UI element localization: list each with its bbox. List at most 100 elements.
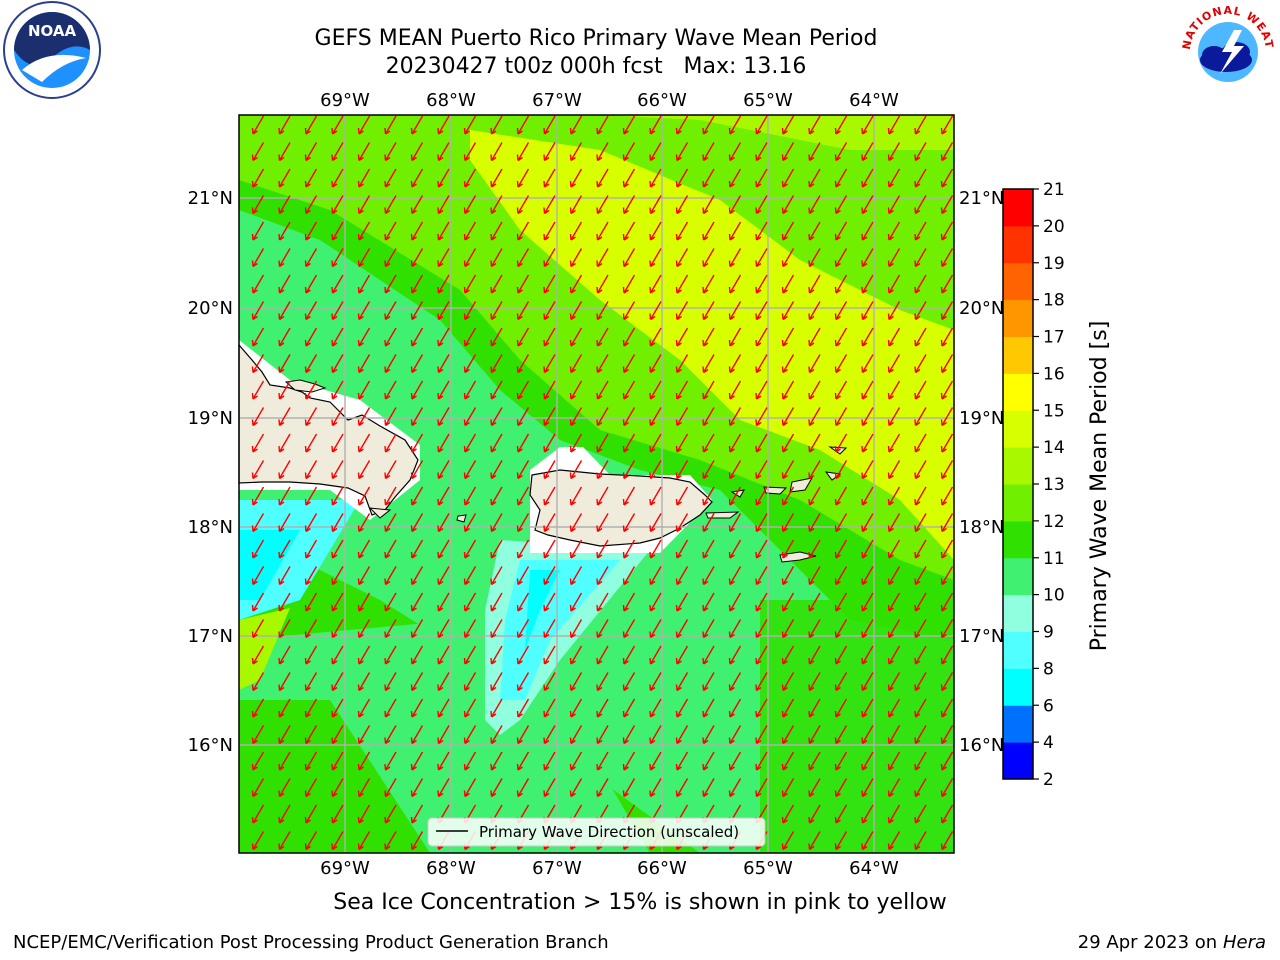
wave-arrow-icon <box>887 804 901 824</box>
wave-arrow-icon <box>596 221 609 241</box>
colorbar-tick-label: 16 <box>1043 364 1065 384</box>
colorbar-segment <box>1003 336 1033 374</box>
wave-arrow-icon <box>569 486 583 506</box>
wave-arrow-icon <box>569 327 583 347</box>
colorbar-segment <box>1003 557 1033 596</box>
wave-arrow-icon <box>516 672 530 692</box>
wave-arrow-icon <box>728 672 742 692</box>
wave-arrow-icon <box>781 433 795 453</box>
colorbar: 2 4 6 8 9 10 11 12 13 14 15 16 17 18 19 20 21 <box>1002 180 1065 790</box>
wave-arrow-icon <box>887 380 901 400</box>
wave-arrow-icon <box>887 433 901 453</box>
wave-arrow-icon <box>543 248 556 268</box>
wave-arrow-icon <box>569 698 583 718</box>
wave-arrow-icon <box>702 168 715 188</box>
wave-arrow-icon <box>384 804 397 824</box>
wave-arrow-icon <box>781 380 795 400</box>
wave-arrow-icon <box>622 301 636 321</box>
colorbar-tick-label: 6 <box>1043 696 1054 716</box>
wave-arrow-icon <box>781 751 795 771</box>
wave-arrow-icon <box>649 168 662 188</box>
wave-arrow-icon <box>649 248 662 268</box>
wave-arrow-icon <box>861 407 874 427</box>
wave-arrow-icon <box>887 327 901 347</box>
wave-arrow-icon <box>702 619 715 639</box>
wave-arrow-icon <box>834 698 848 718</box>
wave-arrow-icon <box>278 168 291 188</box>
wave-direction-arrows <box>251 115 954 851</box>
wave-arrow-icon <box>596 778 609 798</box>
wave-arrow-icon <box>755 592 768 612</box>
wave-arrow-icon <box>543 751 556 771</box>
lat-label-right: 19°N <box>959 408 1004 429</box>
wave-arrow-icon <box>437 619 450 639</box>
wave-arrow-icon <box>331 672 344 692</box>
wave-arrow-icon <box>781 725 795 745</box>
wave-arrow-icon <box>304 751 318 771</box>
wave-arrow-icon <box>490 778 503 798</box>
wave-arrow-icon <box>490 645 503 665</box>
wave-arrow-icon <box>834 195 848 215</box>
wave-arrow-icon <box>781 566 795 586</box>
wave-arrow-icon <box>490 725 503 745</box>
wave-arrow-icon <box>490 354 503 374</box>
wave-arrow-icon <box>357 804 371 824</box>
wave-arrow-icon <box>781 142 795 162</box>
wave-arrow-icon <box>675 751 689 771</box>
wave-arrow-icon <box>463 778 477 798</box>
map-frame <box>238 114 955 854</box>
wave-arrow-icon <box>490 751 503 771</box>
wave-arrow-icon <box>357 486 371 506</box>
wave-arrow-icon <box>516 115 530 135</box>
wave-arrow-icon <box>596 645 609 665</box>
credit-date-text: 29 Apr 2023 on <box>1077 932 1223 953</box>
wave-arrow-icon <box>834 327 848 347</box>
wave-arrow-icon <box>887 301 901 321</box>
wave-arrow-icon <box>278 539 291 559</box>
wave-arrow-icon <box>728 539 742 559</box>
sea-ice-footnote: Sea Ice Concentration > 15% is shown in … <box>333 890 947 915</box>
wave-arrow-icon <box>834 831 848 851</box>
wave-arrow-icon <box>357 778 371 798</box>
wave-arrow-icon <box>569 672 583 692</box>
wave-arrow-icon <box>278 698 291 718</box>
colorbar-tick-label: 12 <box>1043 512 1065 532</box>
wave-arrow-icon <box>834 354 848 374</box>
wave-arrow-icon <box>569 460 583 480</box>
wave-arrow-icon <box>808 698 821 718</box>
wave-arrow-icon <box>914 301 927 321</box>
wave-arrow-icon <box>463 513 477 533</box>
wave-arrow-icon <box>543 645 556 665</box>
wave-arrow-icon <box>304 672 318 692</box>
wave-arrow-icon <box>596 433 609 453</box>
wave-arrow-icon <box>887 407 901 427</box>
wave-arrow-icon <box>940 831 954 851</box>
wave-arrow-icon <box>887 645 901 665</box>
wave-arrow-icon <box>914 115 927 135</box>
wave-arrow-icon <box>781 831 795 851</box>
wave-arrow-icon <box>781 195 795 215</box>
wave-arrow-icon <box>251 142 265 162</box>
credit-branch: NCEP/EMC/Verification Post Processing Pr… <box>13 932 609 953</box>
lat-label-left: 18°N <box>188 517 233 538</box>
wave-arrow-icon <box>940 592 954 612</box>
chart-title-line1: GEFS MEAN Puerto Rico Primary Wave Mean … <box>314 26 878 51</box>
wave-arrow-icon <box>357 539 371 559</box>
wave-arrow-icon <box>384 672 397 692</box>
wave-arrow-icon <box>543 221 556 241</box>
wave-arrow-icon <box>675 486 689 506</box>
wave-arrow-icon <box>569 168 583 188</box>
wave-arrow-icon <box>331 804 344 824</box>
colorbar-tick-label: 4 <box>1043 733 1054 753</box>
wave-arrow-icon <box>516 274 530 294</box>
wave-arrow-icon <box>490 672 503 692</box>
wave-arrow-icon <box>702 274 715 294</box>
wave-arrow-icon <box>649 301 662 321</box>
credit-date: 29 Apr 2023 on Hera <box>1078 932 1266 953</box>
wave-arrow-icon <box>569 566 583 586</box>
wave-arrow-icon <box>410 168 424 188</box>
wave-arrow-icon <box>755 221 768 241</box>
wave-arrow-icon <box>490 301 503 321</box>
wave-arrow-icon <box>861 804 874 824</box>
wave-arrow-icon <box>914 619 927 639</box>
